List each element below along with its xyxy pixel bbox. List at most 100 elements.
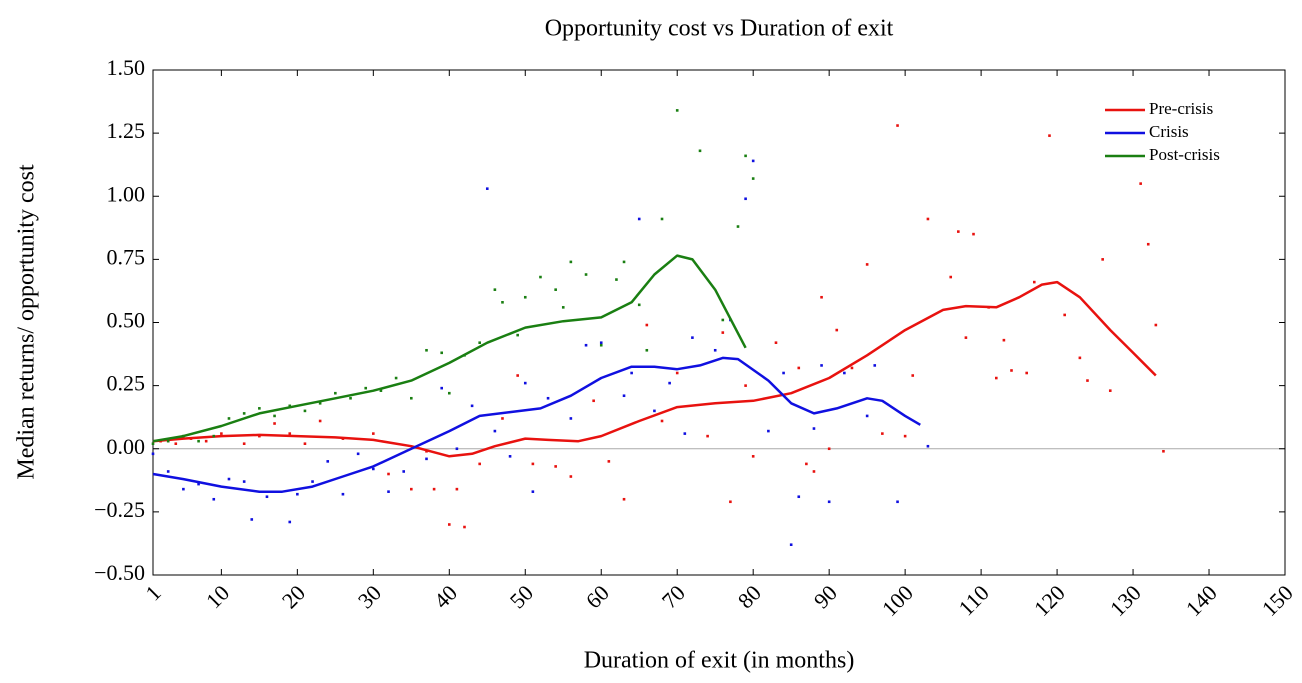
- data-point: [622, 260, 626, 264]
- data-point: [744, 154, 747, 158]
- data-point: [698, 149, 702, 153]
- x-tick-label: 100: [877, 580, 918, 621]
- data-point: [569, 417, 573, 420]
- data-point: [645, 323, 649, 327]
- data-point: [265, 495, 269, 499]
- data-point: [972, 232, 975, 236]
- x-tick-label: 150: [1257, 580, 1298, 621]
- data-point: [675, 371, 679, 375]
- data-point: [812, 427, 816, 430]
- data-point: [432, 487, 436, 491]
- x-tick-label: 130: [1105, 580, 1146, 621]
- data-point: [865, 263, 869, 266]
- legend-label: Crisis: [1149, 122, 1189, 141]
- data-point: [599, 341, 603, 344]
- trend-line: [152, 280, 1157, 458]
- x-tick-label: 50: [505, 580, 538, 613]
- data-point: [645, 348, 649, 352]
- data-point: [523, 295, 527, 299]
- data-point: [569, 475, 573, 478]
- data-point: [546, 396, 550, 400]
- x-tick-label: 120: [1029, 580, 1070, 621]
- x-tick-label: 70: [657, 580, 690, 613]
- data-point: [402, 470, 406, 473]
- data-point: [751, 159, 755, 163]
- x-tick-label: 90: [809, 580, 842, 613]
- data-point: [744, 384, 747, 387]
- data-point: [554, 288, 557, 291]
- data-point: [569, 260, 573, 264]
- y-tick-label: 1.00: [107, 181, 146, 206]
- data-point: [296, 492, 299, 496]
- data-point: [242, 412, 246, 415]
- x-tick-label: 10: [201, 580, 234, 613]
- data-point: [911, 374, 915, 377]
- data-point: [501, 417, 504, 420]
- data-point: [204, 439, 208, 443]
- data-point: [334, 391, 337, 395]
- data-point: [797, 366, 801, 370]
- y-tick-label: 0.50: [107, 308, 146, 333]
- data-point: [926, 444, 930, 448]
- data-point: [827, 500, 831, 504]
- data-point: [410, 396, 413, 400]
- x-tick-label: 1: [140, 580, 165, 605]
- data-point: [660, 217, 664, 221]
- data-point: [782, 371, 785, 375]
- data-point: [1154, 323, 1158, 327]
- data-point: [660, 419, 664, 423]
- data-point: [288, 404, 292, 408]
- data-point: [174, 442, 178, 445]
- data-point: [599, 343, 603, 347]
- data-point: [1108, 389, 1112, 392]
- y-tick-label: 0.75: [107, 244, 146, 269]
- data-point: [675, 109, 679, 112]
- data-point: [713, 348, 717, 352]
- data-point: [957, 230, 960, 233]
- data-point: [995, 376, 998, 380]
- data-point: [478, 341, 481, 344]
- data-point: [926, 217, 930, 221]
- data-point: [584, 273, 588, 276]
- data-point: [820, 364, 823, 367]
- data-point: [873, 364, 877, 367]
- chart-title: Opportunity cost vs Duration of exit: [545, 16, 894, 42]
- data-point: [501, 301, 504, 304]
- data-point: [372, 432, 375, 435]
- data-point: [1162, 449, 1165, 453]
- data-point: [896, 500, 899, 504]
- data-point: [485, 187, 489, 190]
- data-point: [341, 492, 345, 496]
- data-point: [273, 422, 276, 425]
- data-point: [729, 500, 732, 504]
- data-point: [440, 386, 443, 390]
- data-point: [812, 470, 816, 473]
- data-point: [637, 217, 641, 221]
- data-point: [843, 371, 846, 375]
- data-point: [311, 480, 314, 483]
- y-tick-label: −0.25: [94, 497, 145, 522]
- data-point: [387, 490, 390, 493]
- data-point: [850, 366, 854, 370]
- data-point: [447, 523, 451, 526]
- data-point: [212, 497, 216, 501]
- y-tick-label: 0.00: [107, 434, 146, 459]
- x-tick-label: 110: [953, 580, 993, 620]
- x-tick-label: 20: [277, 580, 310, 613]
- data-point: [865, 414, 869, 418]
- data-point: [326, 460, 330, 463]
- data-point: [372, 467, 375, 471]
- data-point: [516, 333, 519, 337]
- data-point: [607, 460, 611, 463]
- data-point: [949, 275, 953, 279]
- data-point: [668, 381, 671, 385]
- legend-label: Post-crisis: [1149, 145, 1220, 164]
- data-point: [288, 432, 292, 435]
- data-point: [242, 480, 246, 483]
- data-point: [455, 487, 459, 491]
- data-point: [622, 497, 626, 501]
- data-point: [516, 374, 519, 377]
- trend-line: [152, 254, 747, 443]
- data-point: [683, 432, 687, 435]
